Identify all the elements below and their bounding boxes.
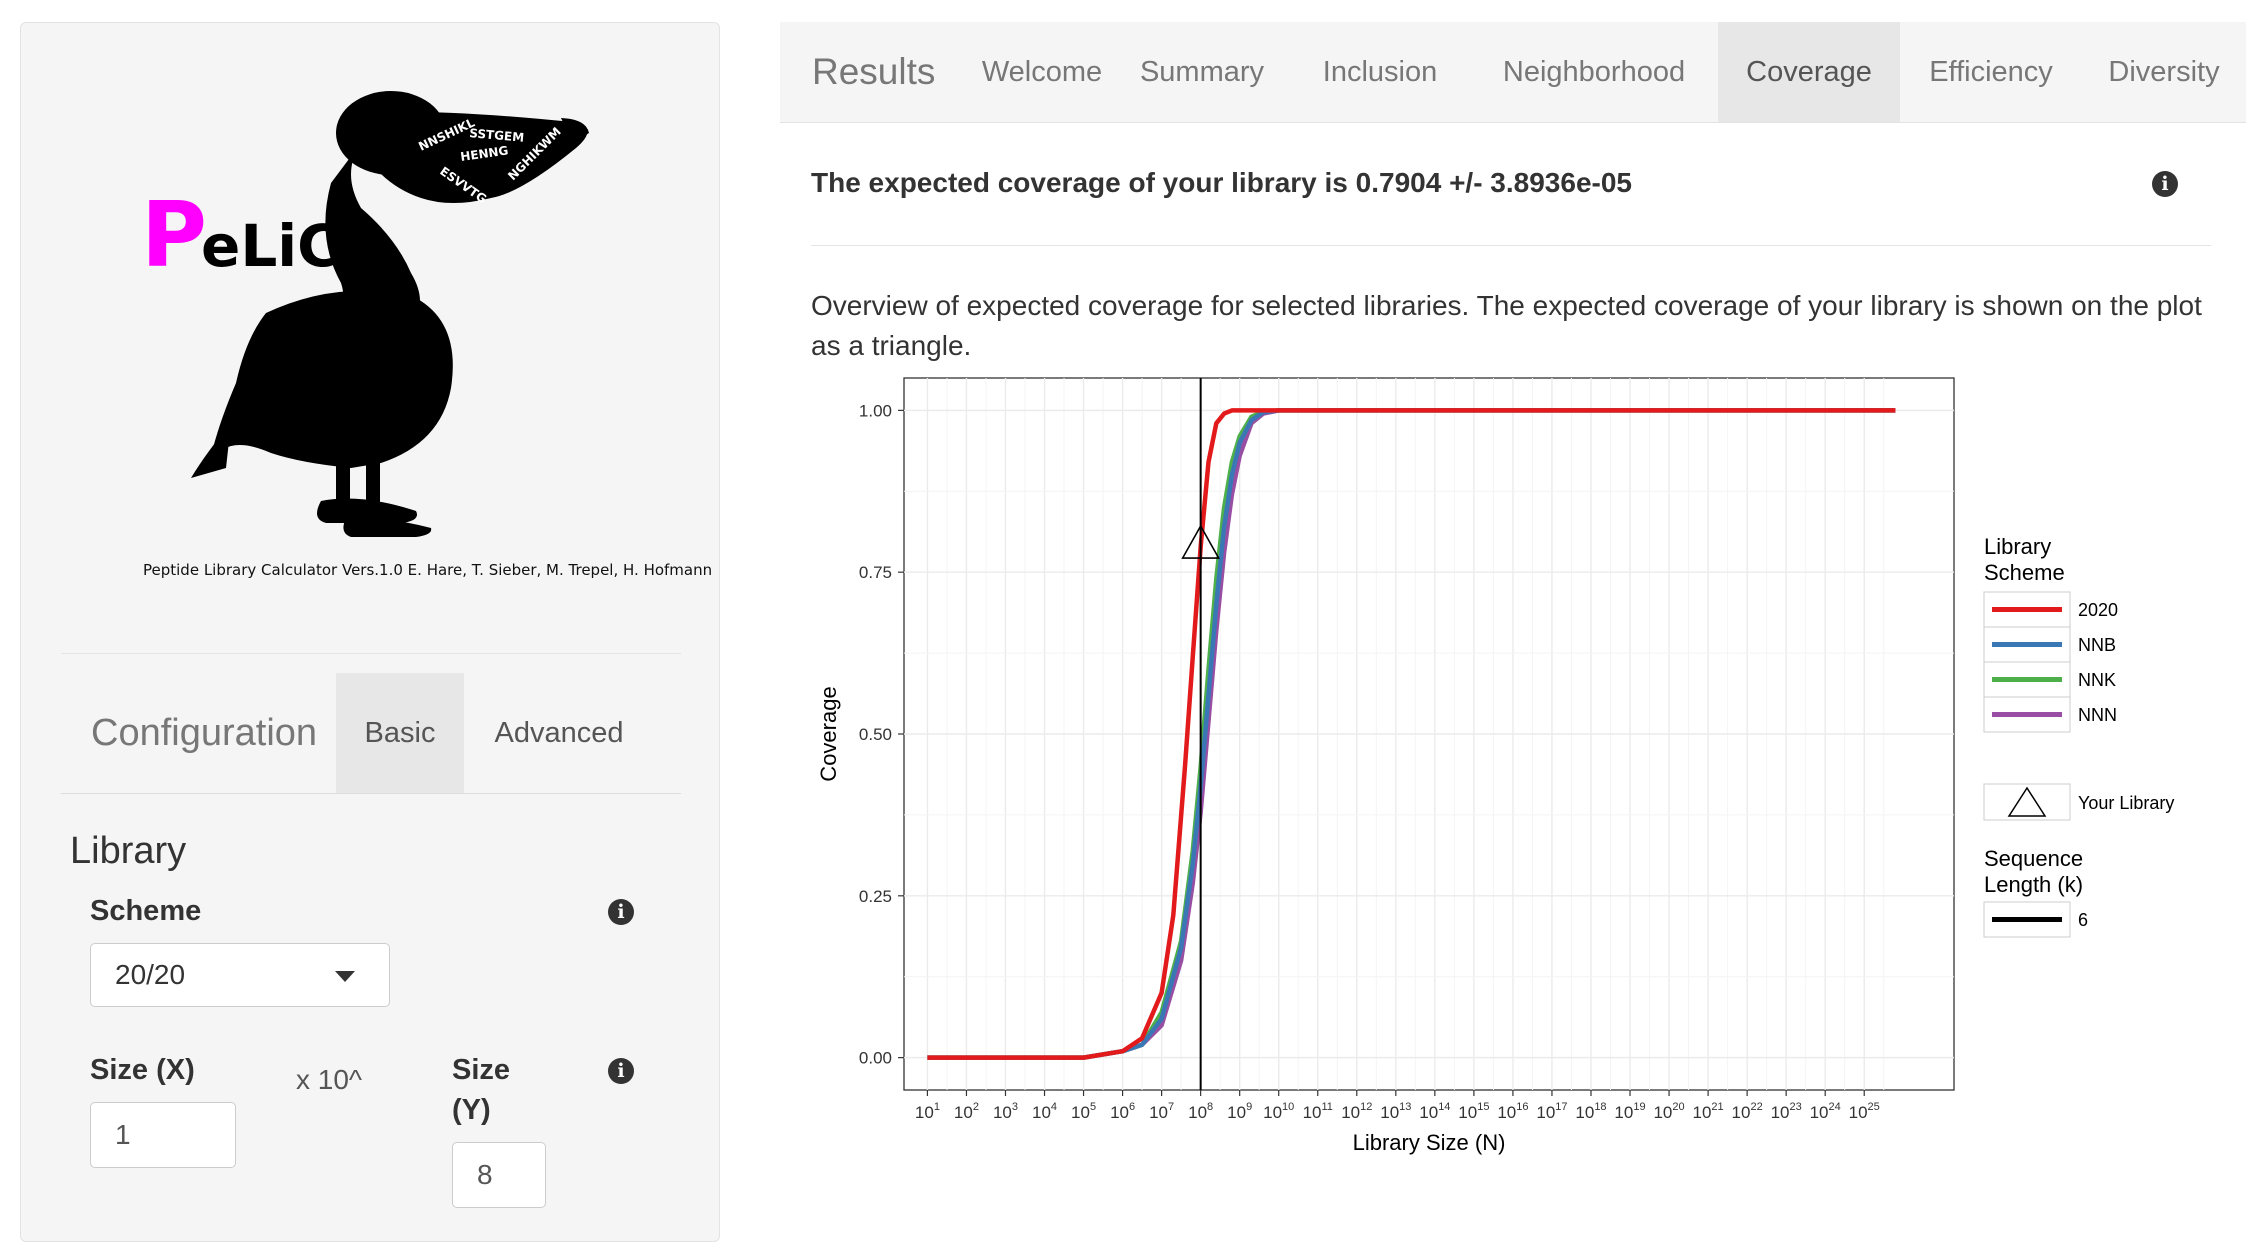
y-tick-label: 1.00 [859, 401, 892, 420]
pouch-text-3: HENNG [459, 143, 509, 164]
x-tick-label: 1015 [1458, 1101, 1489, 1122]
x-tick-label: 105 [1071, 1101, 1096, 1122]
pelica-logo: NNSHIKL SSTGEM HENNG NGHIKWM ESVVTG P eL… [21, 23, 721, 623]
series-line-2020 [927, 408, 1896, 1060]
headline-info-icon[interactable]: i [2152, 171, 2178, 197]
x-axis-title: Library Size (N) [1353, 1130, 1506, 1155]
x-tick-label: 1013 [1380, 1101, 1411, 1122]
x-tick-label: 1017 [1536, 1101, 1567, 1122]
y-tick-label: 0.25 [859, 887, 892, 906]
tab-basic[interactable]: Basic [336, 673, 464, 793]
tab-inclusion[interactable]: Inclusion [1322, 56, 1438, 88]
x-tick-label: 108 [1188, 1101, 1213, 1122]
size-y-label-line1: Size [452, 1054, 511, 1086]
y-axis-title: Coverage [816, 686, 841, 781]
y-tick-label: 0.00 [859, 1049, 892, 1068]
legend-title-line1: Library [1984, 534, 2051, 559]
x-tick-label: 104 [1032, 1101, 1057, 1122]
chevron-down-icon [335, 971, 355, 982]
legend-seq-value: 6 [2078, 910, 2088, 930]
legend-label-nnb: NNB [2078, 635, 2116, 655]
x-tick-label: 1024 [1810, 1101, 1841, 1122]
scheme-label: Scheme [90, 895, 202, 927]
x-tick-label: 1025 [1849, 1101, 1880, 1122]
legend-label-nnn: NNN [2078, 705, 2117, 725]
x-tick-label: 1018 [1575, 1101, 1606, 1122]
tab-advanced[interactable]: Advanced [494, 717, 624, 749]
legend-seq-title-line2: Length (k) [1984, 872, 2083, 897]
x-tick-label: 1011 [1303, 1101, 1333, 1122]
x-tick-label: 102 [954, 1101, 979, 1122]
series-line-nnb [927, 408, 1896, 1060]
x-tick-label: 1021 [1693, 1101, 1724, 1122]
sidebar-panel: NNSHIKL SSTGEM HENNG NGHIKWM ESVVTG P eL… [20, 22, 720, 1242]
tab-efficiency[interactable]: Efficiency [1929, 56, 2053, 88]
scheme-select[interactable]: 20/20 [90, 943, 390, 1007]
tab-welcome[interactable]: Welcome [981, 56, 1103, 88]
x-tick-label: 1019 [1614, 1101, 1645, 1122]
x-tick-label: 103 [993, 1101, 1018, 1122]
legend-label-nnk: NNK [2078, 670, 2116, 690]
size-x-input[interactable]: 1 [90, 1102, 236, 1168]
x-tick-label: 1010 [1263, 1101, 1294, 1122]
tab-summary[interactable]: Summary [1139, 56, 1265, 88]
results-navbar: Results Welcome Summary Inclusion Neighb… [780, 22, 2246, 123]
pouch-text-2: SSTGEM [469, 126, 525, 145]
your-library-marker [1181, 524, 1221, 559]
logo-letter-p: P [141, 183, 207, 288]
logo-word-rest: eLiCa [201, 212, 379, 280]
y-tick-label: 0.50 [859, 725, 892, 744]
x-tick-label: 101 [915, 1101, 940, 1122]
coverage-chart: 0.00 0.25 0.50 0.75 1.00 101 102 103 104 105 106 10… [816, 377, 2174, 1155]
size-info-icon[interactable]: i [608, 1058, 634, 1084]
legend-triangle-box [1983, 783, 2071, 821]
tab-neighborhood[interactable]: Neighborhood [1502, 56, 1686, 88]
size-y-label-line2: (Y) [452, 1094, 491, 1126]
coverage-headline: The expected coverage of your library is… [811, 167, 1632, 198]
x-tick-label: 106 [1110, 1101, 1135, 1122]
y-tick-label: 0.75 [859, 563, 892, 582]
scheme-select-value: 20/20 [115, 959, 186, 990]
results-brand: Results [812, 51, 936, 92]
legend-label-2020: 2020 [2078, 600, 2118, 620]
size-x-label: Size (X) [90, 1054, 195, 1086]
legend-seq-title-line1: Sequence [1984, 846, 2083, 871]
multiplier-label: x 10^ [296, 1064, 363, 1095]
x-tick-label: 1012 [1341, 1101, 1372, 1122]
configuration-tabs: Configuration Basic Advanced [61, 673, 681, 794]
legend-title-line2: Scheme [1984, 560, 2065, 585]
tab-coverage[interactable]: Coverage [1718, 22, 1900, 122]
credits-text: Peptide Library Calculator Vers.1.0 E. H… [143, 561, 713, 579]
x-tick-label: 107 [1149, 1101, 1174, 1122]
x-tick-label: 1022 [1732, 1101, 1763, 1122]
coverage-description: Overview of expected coverage for select… [811, 290, 2202, 361]
x-tick-label: 1016 [1497, 1101, 1528, 1122]
main-divider [811, 245, 2211, 246]
configuration-title: Configuration [91, 712, 318, 754]
sidebar-divider [61, 653, 681, 654]
legend-triangle-icon [2007, 786, 2047, 817]
scheme-info-icon[interactable]: i [608, 899, 634, 925]
tab-diversity[interactable]: Diversity [2108, 56, 2220, 88]
library-section-title: Library [70, 830, 187, 872]
size-y-input[interactable]: 8 [452, 1142, 546, 1208]
x-tick-label: 1023 [1771, 1101, 1802, 1122]
legend-your-library-label: Your Library [2078, 793, 2174, 813]
pelican-logo-image: NNSHIKL SSTGEM HENNG NGHIKWM ESVVTG P eL… [141, 91, 589, 537]
x-tick-label: 109 [1227, 1101, 1252, 1122]
x-tick-label: 1014 [1419, 1101, 1450, 1122]
x-tick-label: 1020 [1653, 1101, 1684, 1122]
